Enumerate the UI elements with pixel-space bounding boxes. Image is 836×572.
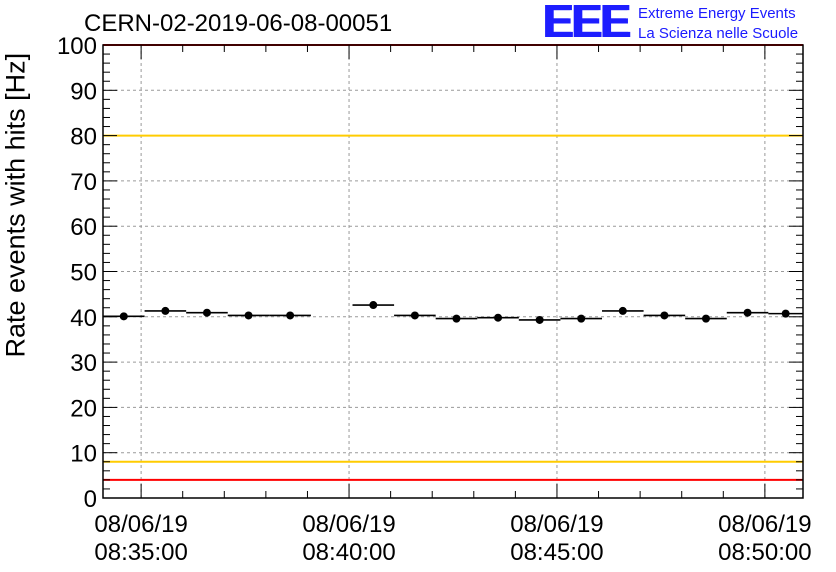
eee-logo-mark: EEE bbox=[542, 0, 630, 47]
x-tick-label-date: 08/06/19 bbox=[510, 511, 603, 538]
x-tick-label-date: 08/06/19 bbox=[94, 511, 187, 538]
x-tick-label-time: 08:45:00 bbox=[510, 539, 603, 566]
y-tick-label: 50 bbox=[70, 260, 97, 287]
data-point bbox=[535, 315, 544, 324]
data-point bbox=[781, 309, 790, 318]
data-point bbox=[202, 308, 211, 317]
y-tick-label: 10 bbox=[70, 441, 97, 468]
y-tick-label: 20 bbox=[70, 395, 97, 422]
eee-logo-line2: La Scienza nelle Scuole bbox=[638, 25, 799, 42]
data-point bbox=[618, 306, 627, 315]
data-point bbox=[369, 301, 378, 310]
data-point bbox=[660, 311, 669, 320]
data-point bbox=[119, 312, 128, 321]
y-tick-label: 0 bbox=[84, 486, 97, 513]
eee-logo-text: Extreme Energy Events La Scienza nelle S… bbox=[638, 4, 798, 44]
data-point bbox=[452, 314, 461, 323]
x-tick-label-time: 08:40:00 bbox=[302, 539, 395, 566]
data-point bbox=[494, 313, 503, 322]
y-tick-label: 90 bbox=[70, 78, 97, 105]
data-point bbox=[743, 308, 752, 317]
y-tick-label: 100 bbox=[57, 33, 97, 60]
y-tick-label: 70 bbox=[70, 169, 97, 196]
x-tick-label-time: 08:50:00 bbox=[718, 539, 811, 566]
chart-title: CERN-02-2019-06-08-00051 bbox=[84, 10, 393, 37]
y-tick-label: 80 bbox=[70, 124, 97, 151]
x-tick-label-time: 08:35:00 bbox=[94, 539, 187, 566]
y-tick-label: 30 bbox=[70, 350, 97, 377]
data-point bbox=[161, 306, 170, 315]
y-tick-label: 40 bbox=[70, 305, 97, 332]
y-tick-label: 60 bbox=[70, 214, 97, 241]
x-tick-label-date: 08/06/19 bbox=[718, 511, 811, 538]
data-point bbox=[577, 314, 586, 323]
data-point bbox=[701, 314, 710, 323]
x-tick-label-date: 08/06/19 bbox=[302, 511, 395, 538]
data-point bbox=[244, 311, 253, 320]
eee-logo-line1: Extreme Energy Events bbox=[638, 5, 796, 22]
data-point bbox=[286, 311, 295, 320]
data-point bbox=[410, 311, 419, 320]
